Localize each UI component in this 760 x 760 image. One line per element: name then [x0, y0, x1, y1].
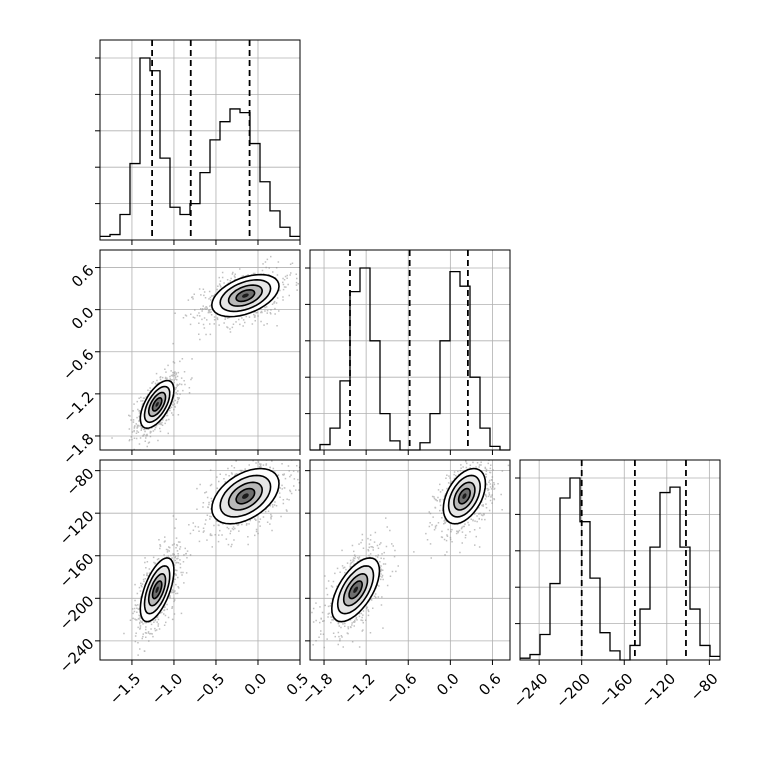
density-fill: [462, 493, 467, 499]
panel-frame: [519, 459, 721, 661]
density-contour: [151, 396, 163, 412]
x-tick-label: −240: [510, 670, 552, 712]
x-tick-label: −0.6: [382, 670, 420, 708]
density-contour: [235, 288, 256, 303]
y-tick-label: −1.8: [59, 430, 97, 468]
x-tick-label: 0.0: [433, 670, 463, 700]
y-tick-label: −120: [56, 507, 98, 549]
panel-frame: [99, 39, 301, 241]
density-contour: [143, 385, 171, 424]
density-contour: [139, 557, 175, 623]
density-contour: [151, 580, 163, 600]
y-tick-label: −1.2: [59, 388, 97, 426]
y-tick-label: −160: [56, 550, 98, 592]
x-tick-label: −80: [687, 670, 722, 705]
x-tick-label: −200: [552, 670, 594, 712]
y-tick-label: −80: [62, 464, 97, 499]
density-contour: [336, 565, 375, 615]
density-panel-2-0: [100, 460, 300, 660]
panel-axes-2-1: [305, 459, 511, 665]
density-contour: [442, 467, 487, 525]
density-contour: [139, 379, 175, 430]
panel-axes-1-0: [95, 249, 301, 455]
histogram-step: [520, 477, 720, 661]
density-contour: [147, 391, 167, 418]
density-contour: [210, 273, 280, 318]
y-tick-label: −200: [56, 592, 98, 634]
hist-panel-1: [305, 249, 511, 455]
density-fill: [242, 293, 249, 298]
x-tick-label: 0.6: [475, 670, 505, 700]
x-tick-label: −1.2: [340, 670, 378, 708]
density-contour: [143, 565, 171, 615]
panel-axes-2-0: [95, 459, 301, 665]
density-contour: [330, 557, 381, 623]
density-contour: [453, 481, 476, 511]
panel-frame: [309, 459, 511, 661]
panel-frame: [99, 459, 301, 661]
density-contour: [342, 572, 369, 607]
density-fill: [155, 586, 159, 593]
density-contour: [457, 487, 472, 505]
density-contour: [227, 481, 264, 511]
x-tick-label: −1.5: [106, 670, 144, 708]
x-tick-label: −160: [595, 670, 637, 712]
x-tick-label: 0.0: [241, 670, 271, 700]
density-contour: [219, 474, 272, 518]
density-contour: [210, 467, 280, 525]
density-contour: [348, 580, 364, 600]
density-fill: [155, 402, 159, 407]
hist-panel-2: [515, 459, 721, 665]
y-tick-label: −240: [56, 635, 98, 677]
y-tick-label: 0.0: [68, 303, 98, 333]
density-fill: [353, 586, 358, 593]
density-panel-2-1: [310, 460, 510, 660]
panel-frame: [99, 249, 301, 451]
x-tick-label: −120: [637, 670, 679, 712]
x-tick-label: −0.5: [190, 670, 228, 708]
histogram-step: [100, 57, 300, 238]
x-tick-label: −1.0: [148, 670, 186, 708]
density-panel-1-0: [100, 250, 300, 450]
y-tick-label: −0.6: [59, 346, 97, 384]
density-contour: [147, 572, 167, 607]
y-tick-label: 0.6: [68, 261, 98, 291]
density-contour: [219, 278, 272, 313]
density-contour: [227, 284, 264, 307]
density-contour: [235, 487, 256, 505]
density-fill: [242, 493, 249, 499]
panels-layer: −1.5 −1.0 −0.5 0.0 0.5−1.8 −1.2 −0.6 0.0 0.6 −240…: [56, 39, 722, 712]
density-contour: [447, 474, 482, 518]
hist-panel-0: [95, 39, 301, 245]
panel-frame: [309, 249, 511, 451]
